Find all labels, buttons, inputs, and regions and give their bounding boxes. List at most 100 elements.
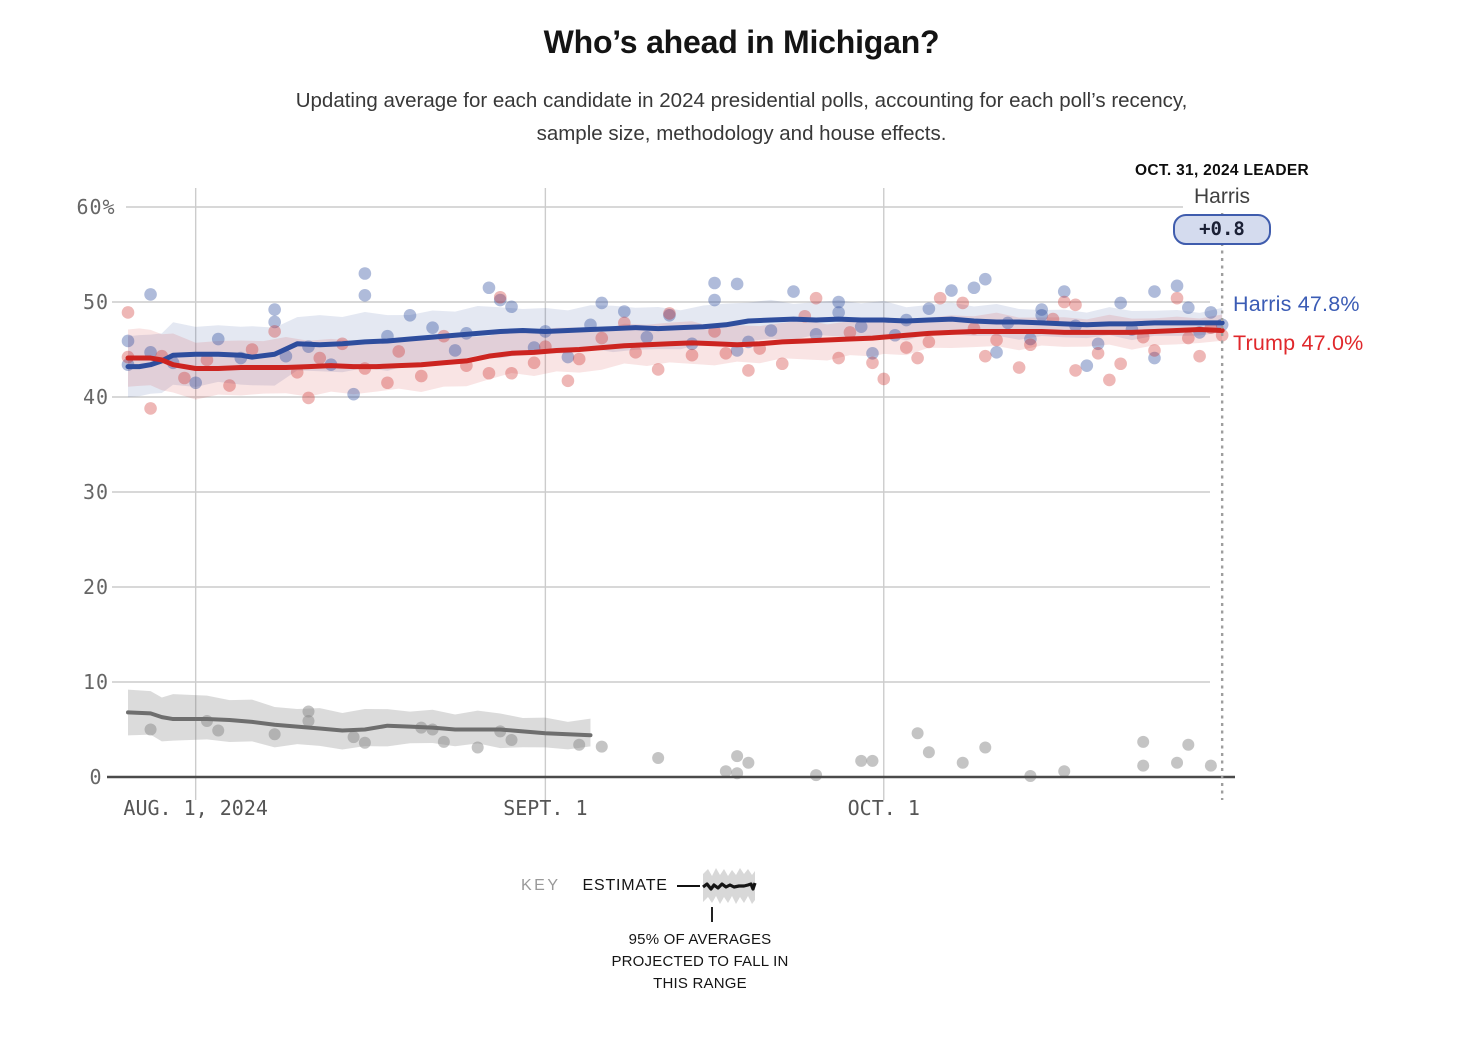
poll-dot-trump bbox=[843, 326, 857, 339]
poll-dot-trump bbox=[1215, 328, 1229, 342]
poll-dot-trump bbox=[1069, 364, 1082, 377]
x-axis-tick-label: SEPT. 1 bbox=[503, 796, 587, 820]
poll-dot-trump bbox=[967, 322, 981, 335]
poll-dot-harris bbox=[663, 309, 676, 322]
poll-dot-harris bbox=[809, 328, 823, 341]
poll-dot-trump bbox=[809, 291, 823, 305]
poll-dot-trump bbox=[302, 391, 315, 405]
leader-callout: OCT. 31, 2024 LEADER Harris +0.8 bbox=[1112, 162, 1332, 245]
poll-dot-trump bbox=[618, 316, 631, 330]
harris-poll-dots bbox=[121, 267, 1229, 401]
poll-dot-harris bbox=[742, 335, 755, 349]
poll-dot-harris bbox=[618, 305, 631, 318]
poll-dot-harris bbox=[460, 327, 473, 340]
y-axis-tick-label: 10 bbox=[83, 670, 109, 694]
poll-dot-kennedy bbox=[144, 723, 157, 736]
key-caption-line: PROJECTED TO FALL IN bbox=[611, 953, 789, 970]
poll-dot-harris bbox=[708, 293, 721, 307]
poll-dot-kennedy bbox=[415, 721, 428, 734]
poll-dot-harris bbox=[539, 325, 552, 338]
poll-dot-trump bbox=[414, 369, 428, 383]
poll-dot-trump bbox=[482, 366, 496, 380]
poll-dot-trump bbox=[719, 347, 733, 360]
poll-dot-trump bbox=[775, 357, 789, 371]
poll-dot-harris bbox=[1069, 319, 1082, 333]
chart-key: KEY ESTIMATE bbox=[521, 860, 757, 912]
poll-dot-trump bbox=[1057, 295, 1071, 309]
poll-dot-kennedy bbox=[1204, 759, 1217, 772]
estimate-band-icon bbox=[701, 868, 757, 904]
key-caption-line: 95% OF AVERAGES bbox=[628, 931, 772, 948]
y-axis-tick-label: 60% bbox=[76, 195, 115, 219]
poll-dot-trump bbox=[832, 351, 845, 365]
poll-dot-trump bbox=[1193, 349, 1206, 363]
subtitle-line: sample size, methodology and house effec… bbox=[536, 122, 947, 145]
poll-dot-kennedy bbox=[911, 727, 924, 740]
poll-dot-harris bbox=[640, 330, 654, 344]
poll-dot-harris bbox=[1057, 285, 1071, 298]
poll-dot-harris bbox=[426, 321, 439, 334]
poll-dot-trump bbox=[121, 306, 135, 319]
y-axis-tick-label: 0 bbox=[89, 765, 102, 789]
y-axis-tick-label: 30 bbox=[83, 480, 109, 504]
poll-dot-trump bbox=[595, 331, 609, 345]
poll-dot-trump bbox=[358, 362, 372, 375]
poll-dot-kennedy bbox=[922, 746, 935, 759]
poll-dot-harris bbox=[967, 281, 981, 295]
poll-dot-trump bbox=[956, 296, 970, 310]
poll-dot-harris bbox=[358, 267, 372, 280]
key-label: KEY bbox=[521, 877, 561, 894]
poll-dot-harris bbox=[144, 288, 157, 301]
poll-dot-kennedy bbox=[1171, 756, 1184, 769]
key-caption: 95% OF AVERAGES PROJECTED TO FALL IN THI… bbox=[550, 929, 850, 995]
x-axis-tick-label: OCT. 1 bbox=[848, 796, 920, 820]
poll-dot-harris bbox=[1114, 296, 1127, 310]
poll-dot-trump bbox=[922, 335, 936, 349]
poll-dot-kennedy bbox=[1137, 759, 1150, 772]
poll-dot-trump bbox=[493, 290, 507, 304]
poll-dot-harris bbox=[832, 295, 845, 309]
estimate-label: ESTIMATE bbox=[582, 877, 668, 894]
poll-dot-kennedy bbox=[494, 725, 507, 738]
poll-dot-trump bbox=[742, 364, 755, 377]
trump-uncertainty-band bbox=[128, 312, 1223, 400]
poll-dot-harris bbox=[324, 358, 338, 372]
poll-dot-harris bbox=[121, 358, 135, 372]
poll-dot-harris bbox=[381, 329, 394, 343]
poll-dot-harris bbox=[527, 341, 541, 354]
poll-dot-kennedy bbox=[956, 756, 969, 769]
poll-dot-trump bbox=[651, 363, 665, 376]
poll-dot-trump bbox=[200, 353, 214, 367]
poll-dot-kennedy bbox=[505, 733, 518, 746]
poll-dot-trump bbox=[155, 349, 169, 363]
poll-dot-kennedy bbox=[212, 724, 225, 737]
leader-name: Harris bbox=[1194, 185, 1250, 208]
poll-dot-trump bbox=[121, 350, 135, 364]
poll-dot-harris bbox=[1215, 318, 1229, 332]
poll-dot-harris bbox=[888, 328, 902, 342]
poll-dot-kennedy bbox=[719, 765, 732, 778]
poll-dot-kennedy bbox=[1024, 770, 1037, 783]
poll-dot-harris bbox=[268, 315, 281, 329]
poll-dot-harris bbox=[403, 309, 417, 322]
poll-dot-trump bbox=[911, 351, 924, 365]
poll-dot-harris bbox=[832, 306, 845, 319]
poll-dot-trump bbox=[178, 371, 191, 385]
harris-uncertainty-band bbox=[128, 299, 1223, 398]
trump-poll-dots bbox=[121, 290, 1229, 415]
poll-dot-harris bbox=[1001, 316, 1015, 330]
subtitle-line: Updating average for each candidate in 2… bbox=[295, 89, 1188, 112]
poll-dot-trump bbox=[1012, 361, 1026, 374]
poll-dot-trump bbox=[245, 343, 259, 356]
poll-dot-trump bbox=[900, 341, 913, 354]
poll-dot-harris bbox=[448, 344, 462, 357]
harris-end-label: Harris 47.8% bbox=[1233, 292, 1360, 316]
poll-dot-trump bbox=[663, 307, 676, 320]
poll-dot-harris bbox=[787, 285, 800, 298]
poll-dot-trump bbox=[336, 337, 349, 351]
poll-dot-trump bbox=[437, 329, 451, 343]
poll-dot-trump bbox=[685, 348, 699, 362]
poll-dot-trump bbox=[990, 333, 1003, 347]
poll-dot-harris bbox=[358, 289, 372, 302]
